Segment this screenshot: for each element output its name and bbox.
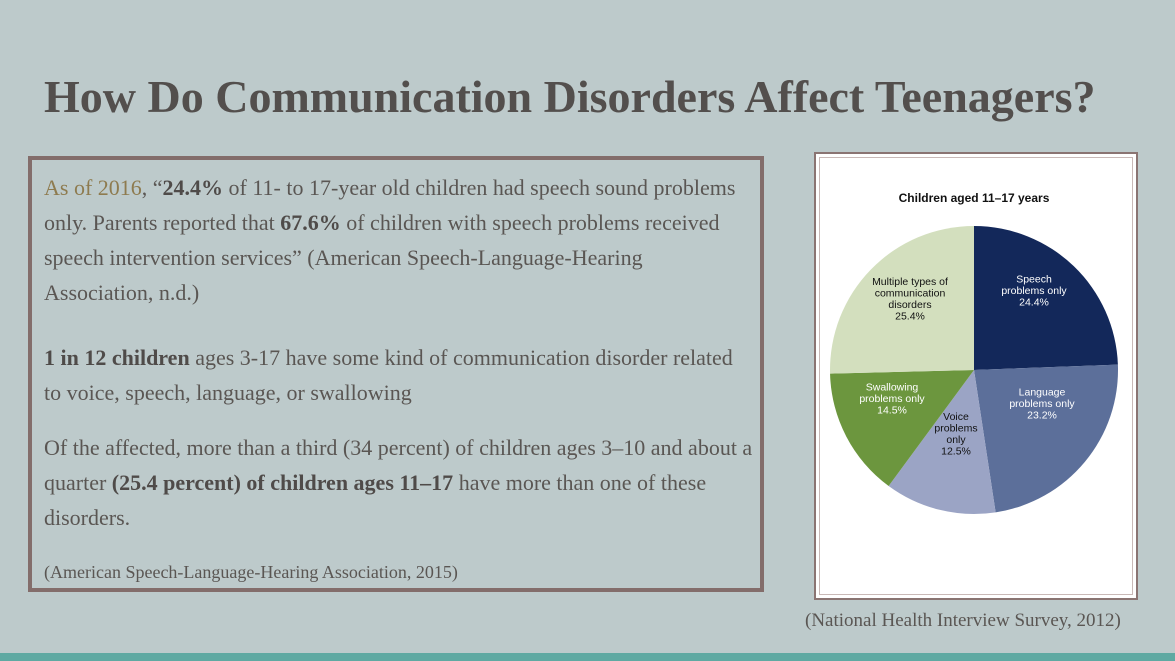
paragraph-speech-stats: As of 2016, “24.4% of 11- to 17-year old… <box>44 170 744 310</box>
pie-slice <box>830 370 974 486</box>
pie-slice <box>830 226 974 374</box>
pie-slice <box>888 370 996 515</box>
p1-text-a: , “ <box>141 175 163 200</box>
chart-citation: (National Health Interview Survey, 2012) <box>805 610 1121 631</box>
pie-chart: Children aged 11–17 years Speech problems… <box>830 191 1119 515</box>
slice-label: Swallowing problems only 14.5% <box>859 382 925 417</box>
bottom-accent-bar <box>0 653 1175 661</box>
chart-frame: Children aged 11–17 years Speech problems… <box>814 152 1138 600</box>
p3-bold: (25.4 percent) of children ages 11–17 <box>111 470 454 495</box>
year-text: As of 2016 <box>44 175 142 200</box>
text-citation: (American Speech-Language-Hearing Associ… <box>44 562 458 582</box>
p1-bold-percent-a: 24.4% <box>162 175 224 200</box>
p1-text-c: of 11- to 17-year old children had speec… <box>44 175 736 235</box>
pie-slice <box>974 364 1119 513</box>
text-box: As of 2016, “24.4% of 11- to 17-year old… <box>28 156 764 592</box>
p2-bold: 1 in 12 children <box>44 345 190 370</box>
p3-text-a: Of the affected, more than a third (34 p… <box>44 435 753 495</box>
p3-text-c: have more than one of these disorders. <box>44 470 707 530</box>
slice-label: Speech problems only 24.4% <box>1001 274 1067 309</box>
slice-label: Voice problems only 12.5% <box>934 411 977 458</box>
pie-slice <box>974 226 1118 370</box>
slice-label: Multiple types of communication disorders 2… <box>872 276 948 323</box>
slide-title: How Do Communication Disorders Affect Te… <box>44 71 1096 122</box>
paragraph-multiple-disorders: Of the affected, more than a third (34 p… <box>44 430 754 535</box>
slice-label: Language problems only 23.2% <box>1009 387 1075 422</box>
p1-text-d: of children with speech problems receive… <box>44 210 720 305</box>
paragraph-prevalence: 1 in 12 children ages 3-17 have some kin… <box>44 340 754 410</box>
p1-bold-percent-b: 67.6% <box>280 210 341 235</box>
chart-title: Children aged 11–17 years <box>899 191 1050 205</box>
p2-text: ages 3-17 have some kind of communicatio… <box>44 345 733 405</box>
